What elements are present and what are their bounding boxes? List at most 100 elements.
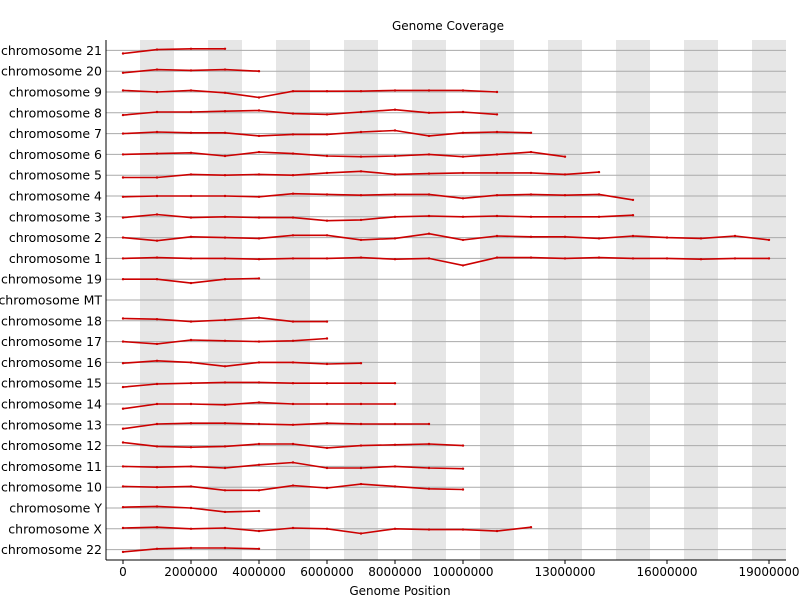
data-point	[325, 486, 329, 490]
data-point	[155, 256, 159, 259]
data-point	[393, 443, 397, 446]
data-point	[121, 385, 125, 389]
data-point	[461, 528, 465, 531]
data-point	[189, 257, 193, 260]
data-point	[495, 113, 499, 116]
data-point	[189, 465, 193, 468]
data-point	[733, 257, 737, 260]
data-point	[461, 467, 465, 470]
category-label: chromosome 15	[1, 376, 102, 391]
series-line	[122, 151, 566, 158]
data-point	[495, 153, 499, 156]
data-point	[325, 337, 329, 340]
data-point	[155, 342, 159, 346]
data-point	[121, 153, 125, 156]
data-point	[121, 132, 125, 135]
data-point	[121, 236, 125, 239]
series-line	[122, 213, 634, 222]
category-labels: chromosome 21 chromosome 20 chromosome 9 ch…	[0, 43, 102, 557]
data-point	[291, 361, 295, 364]
data-point	[223, 47, 227, 50]
series-line	[122, 108, 498, 116]
data-point	[291, 526, 295, 530]
data-point	[121, 526, 125, 530]
data-point	[155, 239, 159, 242]
data-point	[529, 215, 533, 218]
data-point	[257, 277, 261, 280]
data-point	[393, 527, 397, 530]
x-tick-label: 2000000	[164, 565, 217, 579]
data-point	[257, 361, 261, 364]
data-point	[291, 174, 295, 177]
data-point	[223, 131, 227, 134]
data-point	[155, 466, 159, 469]
data-point	[121, 362, 125, 365]
data-point	[461, 444, 465, 447]
data-point	[291, 133, 295, 136]
data-point	[291, 234, 295, 237]
data-point	[393, 108, 397, 111]
data-point	[257, 381, 261, 384]
data-point	[359, 218, 363, 222]
data-point	[631, 257, 635, 260]
data-point	[563, 215, 567, 218]
data-point	[257, 195, 261, 198]
data-point	[291, 402, 295, 406]
x-ticks: 0 2000000 4000000 6000000 8000000 10000000 130…	[119, 560, 800, 579]
data-point	[257, 70, 261, 73]
data-point	[393, 215, 397, 218]
data-point	[121, 317, 125, 320]
data-point	[393, 258, 397, 261]
chart-title: Genome Coverage	[392, 19, 504, 33]
data-point	[223, 510, 227, 514]
data-point	[325, 362, 329, 366]
data-point	[427, 232, 431, 235]
data-point	[257, 422, 261, 426]
data-point	[121, 52, 125, 55]
data-point	[427, 134, 431, 138]
data-point	[189, 151, 193, 154]
data-point	[461, 171, 465, 175]
data-point	[121, 340, 125, 343]
data-point	[325, 422, 329, 425]
data-point	[325, 193, 329, 196]
data-point	[359, 362, 363, 365]
data-point	[257, 237, 261, 240]
data-point	[359, 482, 363, 486]
category-label: chromosome 12	[1, 438, 102, 453]
category-label: chromosome 10	[1, 480, 102, 495]
data-point	[291, 216, 295, 219]
data-point	[427, 422, 431, 426]
series-lines	[121, 47, 771, 554]
data-point	[189, 402, 193, 406]
data-point	[461, 155, 465, 158]
data-point	[121, 113, 125, 117]
data-point	[393, 465, 397, 468]
data-point	[529, 526, 533, 529]
category-label: chromosome 3	[9, 209, 102, 224]
data-point	[359, 532, 363, 535]
data-point	[393, 193, 397, 196]
data-point	[155, 526, 159, 529]
series-line	[122, 89, 498, 99]
data-point	[291, 90, 295, 93]
data-point	[563, 235, 567, 238]
data-point	[155, 68, 159, 71]
category-label: chromosome 16	[1, 355, 102, 370]
category-label: chromosome 13	[1, 417, 102, 432]
data-point	[257, 216, 261, 219]
data-point	[189, 47, 193, 50]
data-point	[291, 339, 295, 342]
data-point	[189, 446, 193, 449]
data-point	[189, 546, 193, 550]
category-label: chromosome 19	[1, 272, 102, 287]
data-point	[359, 466, 363, 470]
x-axis-label: Genome Position	[349, 584, 450, 598]
series-line	[122, 422, 429, 430]
data-point	[529, 131, 533, 134]
data-point	[291, 112, 295, 115]
category-label: chromosome 4	[9, 189, 102, 204]
data-point	[393, 129, 397, 132]
data-point	[359, 256, 363, 259]
data-point	[495, 194, 499, 197]
